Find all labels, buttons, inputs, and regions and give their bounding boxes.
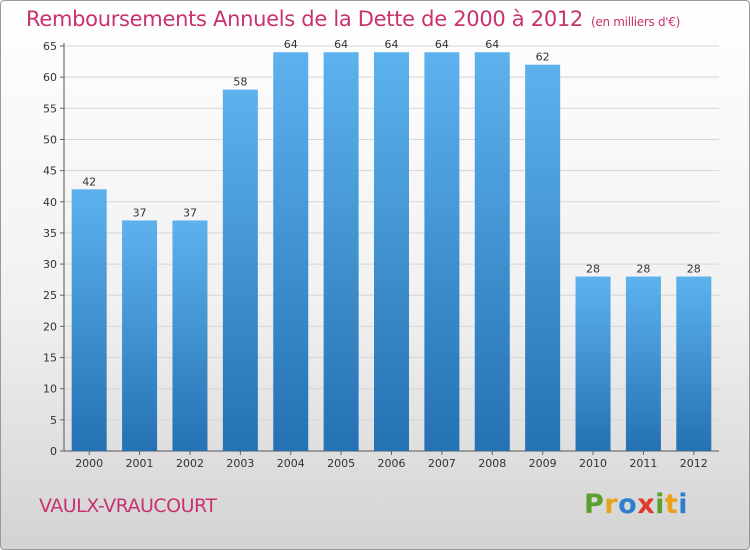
y-tick-label: 60 xyxy=(43,71,57,84)
x-tick-label: 2005 xyxy=(327,457,355,470)
y-tick-label: 0 xyxy=(50,445,57,458)
x-tick-label: 2004 xyxy=(277,457,305,470)
bar xyxy=(474,52,510,451)
data-label: 37 xyxy=(183,206,197,219)
x-tick-label: 2011 xyxy=(629,457,657,470)
bar xyxy=(273,52,309,451)
data-label: 37 xyxy=(133,206,147,219)
y-tick-label: 40 xyxy=(43,196,57,209)
data-label: 58 xyxy=(233,76,247,89)
data-label: 62 xyxy=(536,51,550,64)
data-label: 64 xyxy=(485,38,499,51)
x-tick-label: 2010 xyxy=(579,457,607,470)
bar xyxy=(575,276,611,451)
bar xyxy=(122,220,158,451)
data-label: 28 xyxy=(687,263,701,276)
chart-title-text: Remboursements Annuels de la Dette de 20… xyxy=(26,7,583,31)
x-tick-label: 2009 xyxy=(529,457,557,470)
data-labels: 42 37 37 58 64 64 64 64 64 62 28 28 28 xyxy=(82,38,701,275)
y-tick-label: 65 xyxy=(43,40,57,53)
bar xyxy=(676,276,712,451)
chart-unit: (en milliers d'€) xyxy=(591,15,681,29)
data-label: 64 xyxy=(284,38,298,51)
x-tick-label: 2012 xyxy=(680,457,708,470)
data-label: 28 xyxy=(586,263,600,276)
data-label: 64 xyxy=(385,38,399,51)
x-tick-label: 2001 xyxy=(126,457,154,470)
bar xyxy=(424,52,460,451)
y-tick-label: 15 xyxy=(43,352,57,365)
y-tick-label: 35 xyxy=(43,227,57,240)
data-label: 42 xyxy=(82,175,96,188)
x-tick-label: 2008 xyxy=(478,457,506,470)
x-tick-label: 2006 xyxy=(378,457,406,470)
x-tick-label: 2002 xyxy=(176,457,204,470)
data-label: 64 xyxy=(334,38,348,51)
bar xyxy=(625,276,661,451)
bar xyxy=(71,189,107,452)
y-tick-label: 20 xyxy=(43,320,57,333)
commune-name: VAULX-VRAUCOURT xyxy=(39,495,217,517)
chart-title: Remboursements Annuels de la Dette de 20… xyxy=(26,7,680,31)
bar xyxy=(172,220,208,451)
y-tick-label: 45 xyxy=(43,165,57,178)
data-label: 64 xyxy=(435,38,449,51)
y-tick-label: 25 xyxy=(43,289,57,302)
x-tick-label: 2000 xyxy=(75,457,103,470)
y-tick-label: 10 xyxy=(43,383,57,396)
bar xyxy=(374,52,409,451)
x-tick-label: 2003 xyxy=(226,457,254,470)
y-tick-label: 30 xyxy=(43,258,57,271)
x-tick-label: 2007 xyxy=(428,457,456,470)
bar xyxy=(222,89,258,451)
bars xyxy=(71,52,712,452)
proxiti-logo: Proxiti xyxy=(584,489,689,520)
data-label: 28 xyxy=(636,263,650,276)
y-tick-label: 5 xyxy=(50,414,57,427)
y-tick-label: 55 xyxy=(43,102,57,115)
axes: 0 5 10 15 20 25 30 35 40 45 50 55 60 65 2000 2001 2002 20… xyxy=(43,40,719,470)
bar xyxy=(525,64,561,451)
bar xyxy=(323,52,359,451)
y-tick-label: 50 xyxy=(43,133,57,146)
